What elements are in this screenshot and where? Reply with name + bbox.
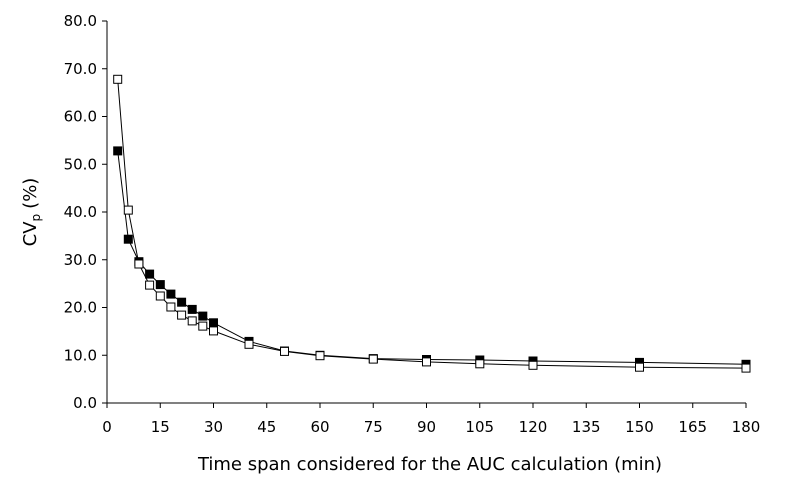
series-2-point — [422, 357, 431, 367]
series-2-point — [315, 351, 325, 361]
series-1-point — [166, 289, 176, 299]
series-2-point — [177, 310, 187, 320]
x-tick-label: 0 — [102, 418, 112, 436]
series-2-point — [187, 316, 197, 326]
series-2-point — [368, 354, 378, 364]
x-tick-label: 165 — [678, 418, 707, 436]
y-axis-title-main: CV — [20, 221, 41, 247]
series-1-point — [155, 280, 165, 290]
y-axis-title: CVp (%) — [20, 178, 43, 247]
series-2-point — [209, 326, 218, 336]
y-tick-label: 20.0 — [64, 299, 97, 317]
series-2-point — [123, 205, 133, 215]
series-2-point — [244, 339, 254, 349]
x-ticks: 0 15 30 45 60 75 90 105 120 135 150 165 180 — [102, 403, 760, 436]
y-axis-title-unit: (%) — [20, 178, 41, 209]
series-1-point — [198, 311, 208, 321]
x-tick-label: 150 — [625, 418, 654, 436]
series-2-point — [166, 302, 176, 312]
x-tick-label: 75 — [364, 418, 383, 436]
series-1-point — [177, 297, 187, 307]
series-2-point — [528, 360, 538, 370]
y-tick-label: 40.0 — [64, 203, 97, 221]
x-tick-label: 90 — [417, 418, 436, 436]
x-tick-label: 180 — [732, 418, 761, 436]
series-2-point — [198, 321, 208, 331]
y-axis-title-subscript: p — [29, 214, 43, 222]
x-axis-title: Time span considered for the AUC calcula… — [197, 454, 662, 475]
series-2-point — [113, 74, 123, 84]
series-1-point — [123, 234, 133, 244]
x-tick-label: 15 — [151, 418, 170, 436]
y-tick-label: 60.0 — [64, 108, 97, 126]
x-tick-label: 30 — [204, 418, 223, 436]
y-tick-label: 70.0 — [64, 60, 97, 78]
y-tick-label: 30.0 — [64, 251, 97, 269]
x-tick-label: 105 — [465, 418, 494, 436]
axes — [106, 21, 746, 404]
series-1-point — [187, 304, 197, 314]
y-tick-label: 0.0 — [73, 394, 97, 412]
x-tick-label: 60 — [310, 418, 329, 436]
series-2-point — [134, 259, 144, 269]
series-2-point — [145, 280, 155, 290]
x-tick-label: 120 — [519, 418, 548, 436]
series-1-point — [209, 318, 218, 328]
x-tick-label: 135 — [572, 418, 601, 436]
y-tick-label: 10.0 — [64, 346, 97, 364]
x-tick-label: 45 — [257, 418, 276, 436]
y-ticks: 0.0 10.0 20.0 30.0 40.0 50.0 60.0 70.0 80.0 — [64, 12, 107, 412]
series-2-point — [280, 346, 289, 356]
series-2-point — [155, 291, 165, 301]
series-1-point — [113, 146, 123, 156]
series-2-point — [475, 359, 485, 369]
series-2-point — [635, 362, 644, 372]
series-1-point — [145, 269, 155, 279]
series-layer — [113, 74, 751, 373]
y-tick-label: 50.0 — [64, 155, 97, 173]
y-tick-label: 80.0 — [64, 12, 97, 30]
series-2-point — [741, 363, 751, 373]
